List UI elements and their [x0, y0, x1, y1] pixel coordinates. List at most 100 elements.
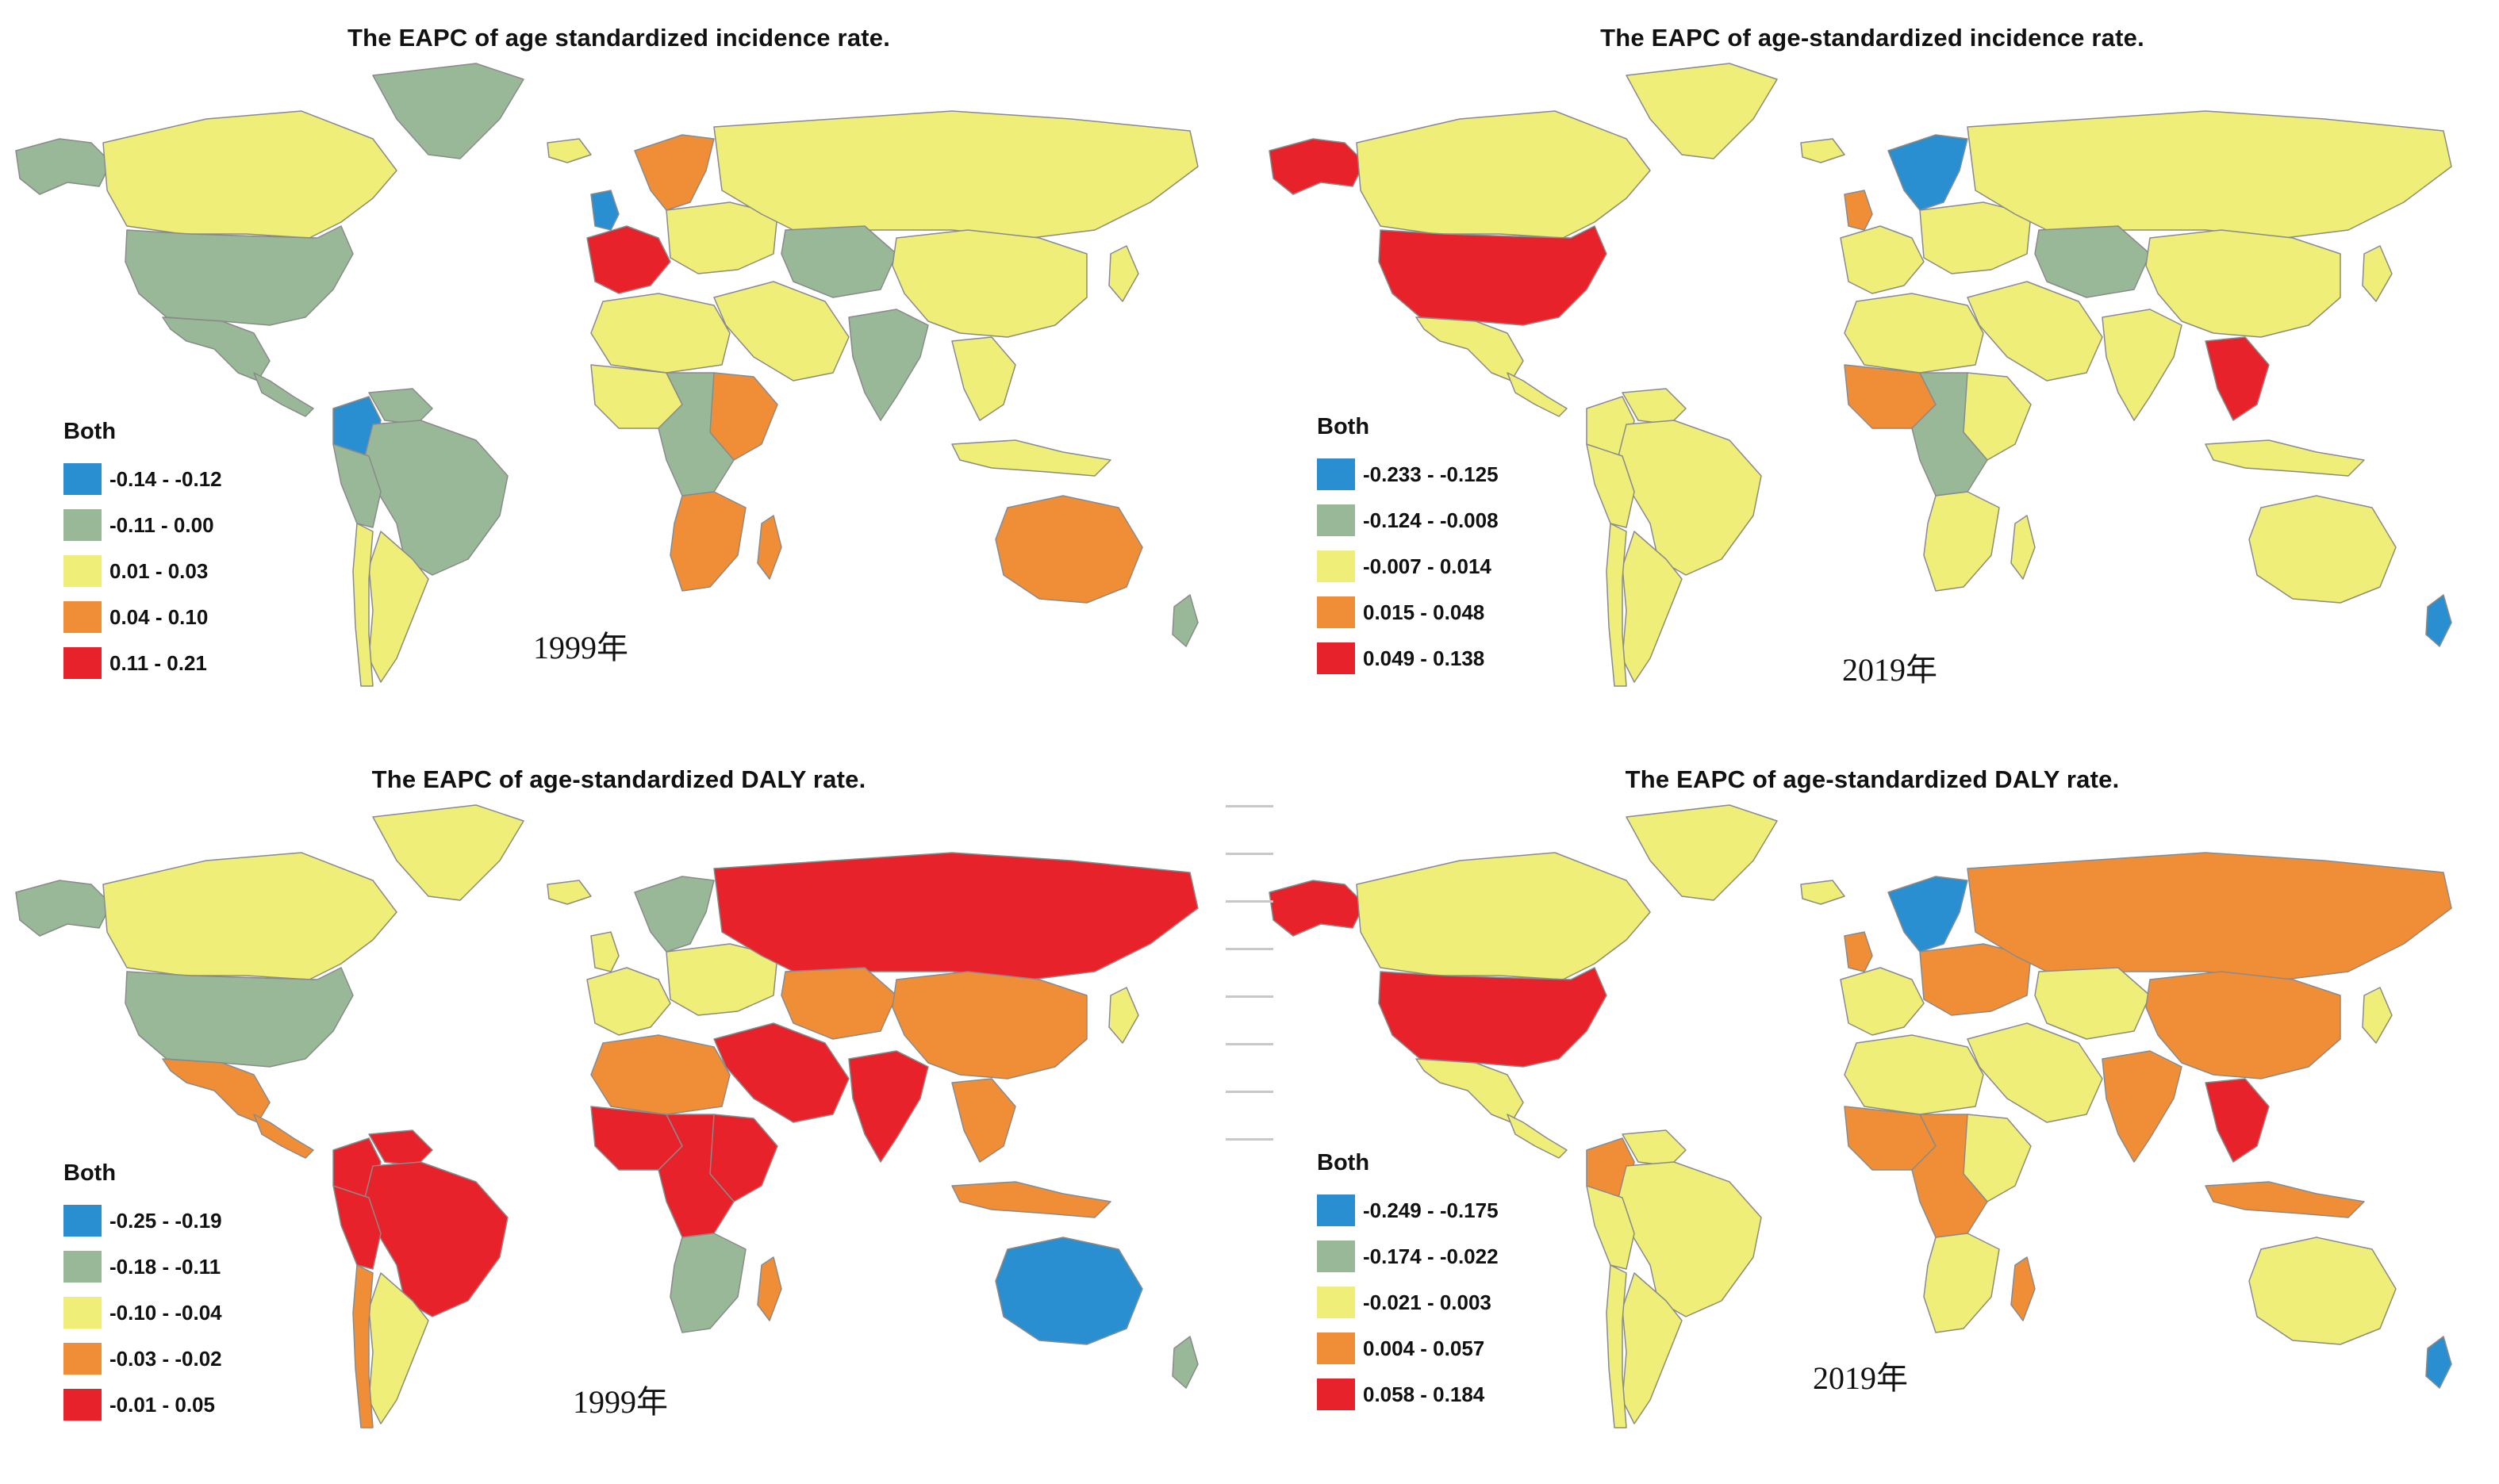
region-iceland [547, 138, 592, 163]
legend-label: 0.049 - 0.138 [1363, 646, 1485, 670]
map-panel-incidence-1999: The EAPC of age standardized incidence r… [0, 0, 1238, 730]
region-eastern-europe [666, 943, 778, 1016]
region-eastern-europe [1919, 201, 2032, 274]
region-peru [1586, 443, 1635, 528]
region-north-africa [1844, 1034, 1984, 1115]
region-japan [2362, 245, 2393, 302]
divider-mark [1226, 1091, 1273, 1093]
region-mexico [1415, 316, 1524, 382]
region-peru [1586, 1185, 1635, 1270]
region-peru [332, 1185, 382, 1270]
region-mexico [1415, 1058, 1524, 1123]
region-iceland [1800, 138, 1845, 163]
region-scandinavia [634, 134, 715, 211]
region-russia [713, 852, 1199, 980]
legend-item: -0.124 - -0.008 [1317, 497, 1499, 543]
legend-swatch [63, 1251, 102, 1283]
region-central-asia [2034, 225, 2151, 298]
map-legend: Both -0.14 - -0.12 -0.11 - 0.00 0.01 - 0… [63, 419, 222, 686]
legend-item: -0.174 - -0.022 [1317, 1233, 1499, 1279]
year-label: 2019年 [1813, 1360, 1908, 1396]
region-new-zealand [2425, 594, 2452, 647]
map-legend: Both -0.233 - -0.125 -0.124 - -0.008 -0.… [1317, 414, 1499, 681]
region-southern-africa [670, 1233, 747, 1333]
legend-label: -0.18 - -0.11 [109, 1254, 221, 1279]
legend-label: -0.249 - -0.175 [1363, 1198, 1499, 1222]
region-chile [352, 523, 374, 687]
region-venezuela [368, 388, 433, 425]
region-central-america [253, 372, 314, 417]
legend-label: -0.10 - -0.04 [109, 1300, 222, 1325]
region-mexico [162, 316, 271, 382]
legend-swatch [63, 647, 102, 679]
region-se-asia [951, 336, 1016, 421]
year-label: 1999年 [533, 630, 628, 665]
region-india [2102, 1050, 2182, 1163]
region-usa [125, 967, 354, 1068]
region-indonesia [951, 1181, 1111, 1218]
region-western-europe [1840, 225, 1925, 294]
legend-swatch [1317, 596, 1355, 628]
legend-title: Both [63, 419, 117, 444]
region-argentina [368, 531, 429, 683]
region-greenland [372, 804, 524, 901]
region-central-asia [781, 967, 897, 1040]
legend-swatch [63, 1389, 102, 1421]
region-southern-africa [1923, 1233, 2000, 1333]
legend-item: -0.11 - 0.00 [63, 502, 222, 548]
world-map [1269, 63, 2452, 687]
region-madagascar [757, 515, 782, 580]
legend-label: -0.25 - -0.19 [109, 1208, 222, 1233]
region-north-africa [590, 1034, 731, 1115]
region-middle-east [1967, 1022, 2103, 1123]
region-se-asia [951, 1078, 1016, 1163]
world-map [15, 804, 1199, 1428]
region-canada [102, 110, 397, 239]
region-central-america [1507, 372, 1568, 417]
panel-title: The EAPC of age-standardized DALY rate. [371, 765, 866, 793]
legend-swatch [1317, 642, 1355, 674]
legend-item: 0.11 - 0.21 [63, 640, 222, 686]
legend-swatch [1317, 504, 1355, 536]
legend-swatch [63, 555, 102, 587]
region-north-africa [590, 293, 731, 374]
region-japan [1108, 245, 1139, 302]
region-mexico [162, 1058, 271, 1123]
region-alaska [1269, 880, 1365, 937]
region-southern-africa [1923, 491, 2000, 592]
region-alaska [15, 880, 112, 937]
legend-swatch [1317, 1287, 1355, 1318]
legend-title: Both [1317, 414, 1370, 439]
legend-swatch [63, 463, 102, 495]
region-india [848, 309, 929, 421]
region-uk [1844, 931, 1873, 972]
legend-item: -0.021 - 0.003 [1317, 1279, 1499, 1325]
region-new-zealand [1172, 1336, 1199, 1389]
map-panel-incidence-2019: The EAPC of age-standardized incidence r… [1253, 0, 2491, 730]
legend-swatch [1317, 550, 1355, 582]
divider-mark [1226, 900, 1273, 903]
legend-label: 0.058 - 0.184 [1363, 1382, 1485, 1406]
world-map [1269, 804, 2452, 1428]
divider-mark [1226, 1138, 1273, 1141]
region-new-zealand [1172, 594, 1199, 647]
legend-item: -0.18 - -0.11 [63, 1244, 222, 1290]
legend-label: -0.174 - -0.022 [1363, 1244, 1499, 1268]
map-panel-daly-2019: The EAPC of age-standardized DALY rate. … [1253, 742, 2491, 1471]
region-central-america [253, 1114, 314, 1159]
region-iceland [1800, 880, 1845, 905]
legend-item: -0.10 - -0.04 [63, 1290, 222, 1336]
region-scandinavia [634, 876, 715, 953]
region-uk [1844, 190, 1873, 231]
legend-item: -0.25 - -0.19 [63, 1198, 222, 1244]
legend-item: -0.007 - 0.014 [1317, 543, 1499, 589]
divider-mark [1226, 805, 1273, 807]
legend-label: 0.11 - 0.21 [109, 650, 207, 675]
legend-label: 0.01 - 0.03 [109, 558, 209, 583]
legend-label: -0.007 - 0.014 [1363, 554, 1491, 578]
divider-mark [1226, 1043, 1273, 1045]
region-argentina [368, 1272, 429, 1425]
region-eastern-europe [1919, 943, 2032, 1016]
region-argentina [1622, 531, 1683, 683]
